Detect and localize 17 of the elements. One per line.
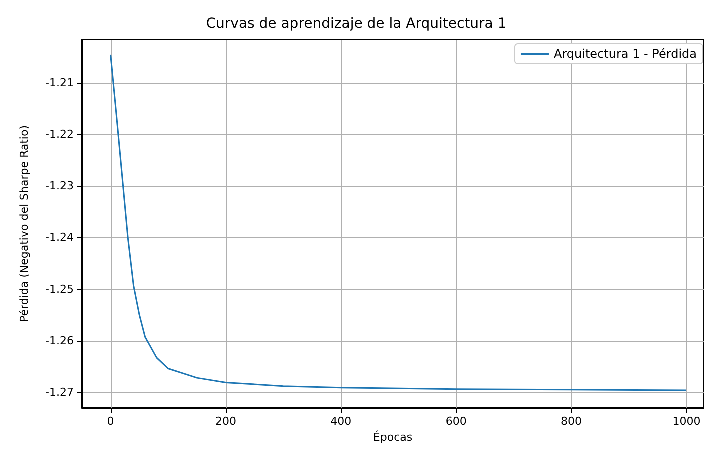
y-tick-label: -1.21 (46, 76, 74, 90)
x-axis-title: Épocas (373, 430, 413, 444)
y-tick-label: -1.27 (46, 386, 74, 400)
y-tick-label: -1.26 (46, 334, 74, 348)
x-tick-label: 400 (330, 415, 352, 428)
x-tick-label: 0 (107, 415, 114, 428)
y-tick-label: -1.23 (46, 180, 74, 193)
x-tick-label: 800 (561, 415, 582, 428)
y-tick-label: -1.25 (46, 282, 74, 296)
x-tick-label: 600 (446, 415, 467, 428)
y-tick-label: -1.22 (46, 128, 74, 141)
x-tick-label: 200 (215, 415, 236, 428)
y-tick-label: -1.24 (46, 231, 74, 244)
y-axis-title: Pérdida (Negativo del Sharpe Ratio) (18, 125, 31, 323)
legend-label: Arquitectura 1 - Pérdida (554, 47, 697, 61)
x-tick-label: 1000 (672, 415, 701, 428)
chart-title: Curvas de aprendizaje de la Arquitectura 1 (206, 16, 507, 32)
